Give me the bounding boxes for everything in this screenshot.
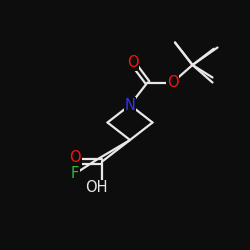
Text: F: F (71, 166, 79, 181)
Text: OH: OH (85, 180, 108, 196)
Text: O: O (127, 55, 138, 70)
Text: O: O (167, 75, 178, 90)
Text: N: N (124, 98, 136, 112)
Text: O: O (69, 150, 81, 165)
